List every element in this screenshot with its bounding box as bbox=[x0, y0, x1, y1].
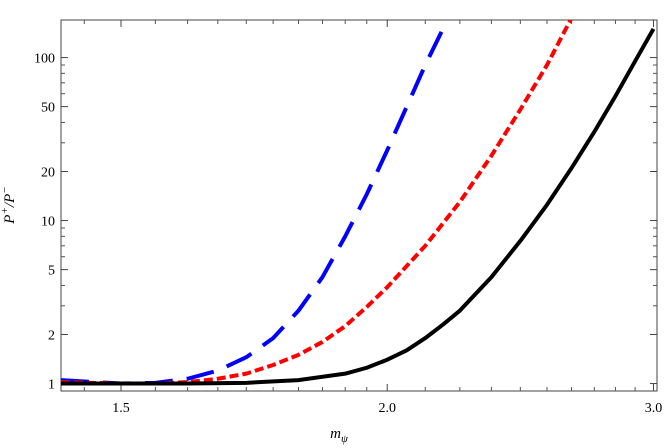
y-tick-label: 10 bbox=[41, 215, 55, 230]
y-tick-label: 2 bbox=[48, 328, 55, 343]
y-tick-label: 100 bbox=[34, 52, 55, 67]
x-axis-title-main: m bbox=[330, 426, 341, 442]
series-line-3 bbox=[61, 27, 656, 386]
series-line-2 bbox=[61, 20, 573, 386]
y-axis-title: P+/P− bbox=[0, 186, 18, 224]
x-tick-label: 3.0 bbox=[645, 401, 663, 416]
x-tick-label: 2.0 bbox=[378, 401, 396, 416]
series-line-1 bbox=[61, 27, 445, 386]
x-axis-title-sub: ψ bbox=[341, 433, 348, 445]
y-tick-label: 20 bbox=[41, 165, 55, 180]
series-layer bbox=[61, 20, 656, 386]
y-tick-label: 1 bbox=[48, 378, 55, 393]
y-axis-title-p2: P bbox=[2, 194, 18, 204]
y-axis-title-sep: / bbox=[2, 201, 18, 208]
y-axis-title-sup2: − bbox=[0, 186, 11, 193]
plot-frame bbox=[60, 19, 658, 392]
y-tick-label: 50 bbox=[41, 101, 55, 116]
x-tick-label: 1.5 bbox=[112, 401, 130, 416]
y-axis-title-sup1: + bbox=[0, 207, 11, 214]
y-tick-label: 5 bbox=[48, 264, 55, 279]
y-axis-title-p1: P bbox=[2, 215, 18, 225]
tick-labels: 1.5 2.0 3.0 1 2 5 10 20 50 100 bbox=[34, 52, 662, 416]
x-axis-title: mψ bbox=[330, 426, 348, 445]
